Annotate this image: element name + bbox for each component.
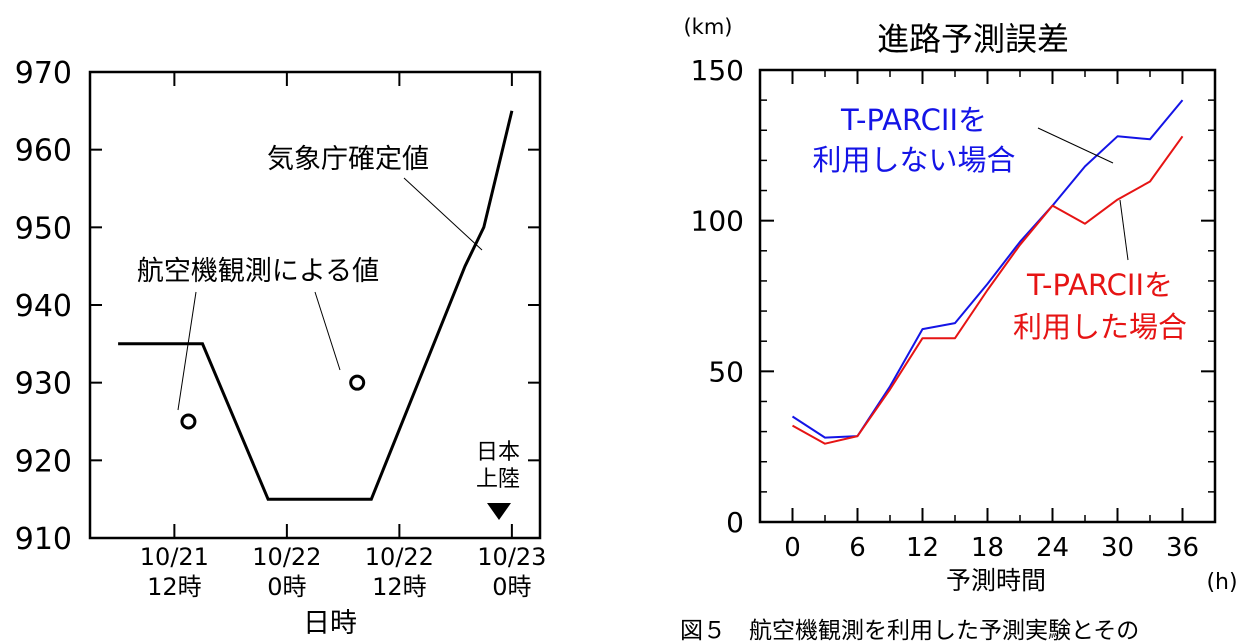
left-ytick-label: 910 [15, 522, 72, 557]
left-xtick-date: 10/22 [365, 543, 434, 571]
jma-best-track-line [118, 110, 514, 501]
left-xtick-time: 0時 [267, 573, 306, 601]
landfall-marker [487, 503, 511, 520]
left-xaxis-label: 日時 [303, 608, 357, 639]
aircraft-observation-point [180, 413, 197, 430]
red-legend-line2: 利用した場合 [1013, 310, 1187, 344]
red-legend-leader [1119, 199, 1129, 261]
left-xtick-time: 12時 [147, 573, 202, 601]
aircraft-label-leader-2 [314, 291, 341, 371]
right-yaxis-unit: (km) [683, 15, 732, 39]
aircraft-series-label: 航空機観測による値 [137, 256, 379, 287]
left-xtick-date: 10/21 [140, 543, 209, 571]
red-legend-line1: T-PARCIIを [1026, 268, 1173, 302]
aircraft-label-leader-1 [177, 291, 197, 411]
blue-legend-line2: 利用しない場合 [812, 143, 1015, 177]
left-ytick-label: 920 [15, 444, 72, 479]
jma-label-leader [403, 177, 483, 251]
blue-legend-line1: T-PARCIIを [840, 103, 987, 137]
right-xtick-label: 18 [971, 533, 1004, 563]
with-tparc-line [792, 135, 1184, 445]
blue-legend-leader [1037, 127, 1114, 164]
aircraft-observation-point [349, 374, 366, 391]
landfall-label-line1: 日本 [476, 440, 520, 465]
left-xtick-time: 0時 [492, 573, 531, 601]
right-xtick-label: 0 [784, 533, 801, 563]
right-ytick-label: 0 [726, 506, 744, 539]
right-xtick-label: 6 [849, 533, 866, 563]
right-xtick-label: 30 [1101, 533, 1134, 563]
right-xaxis-label: 予測時間 [946, 566, 1046, 595]
right-xtick-label: 36 [1166, 533, 1199, 563]
left-ytick-label: 930 [15, 367, 72, 402]
left-xtick-date: 10/22 [252, 543, 321, 571]
right-ytick-label: 100 [691, 205, 744, 238]
left-xtick-date: 10/23 [477, 543, 546, 571]
left-xtick-time: 12時 [372, 573, 427, 601]
jma-series-label: 気象庁確定値 [267, 144, 429, 175]
right-xtick-label: 24 [1036, 533, 1069, 563]
right-ytick-label: 150 [691, 54, 744, 87]
figure-caption: 図５ 航空機観測を利用した予測実験とその [680, 618, 1139, 642]
left-ytick-label: 950 [15, 211, 72, 246]
landfall-label-line2: 上陸 [476, 467, 520, 492]
pressure-plot-frame [88, 70, 542, 540]
left-ytick-label: 940 [15, 289, 72, 324]
right-xtick-label: 12 [906, 533, 939, 563]
left-ytick-label: 960 [15, 134, 72, 169]
left-ytick-label: 970 [15, 56, 72, 91]
right-ytick-label: 50 [708, 355, 744, 388]
right-xaxis-unit: (h) [1206, 570, 1237, 595]
right-chart-title: 進路予測誤差 [877, 20, 1069, 58]
